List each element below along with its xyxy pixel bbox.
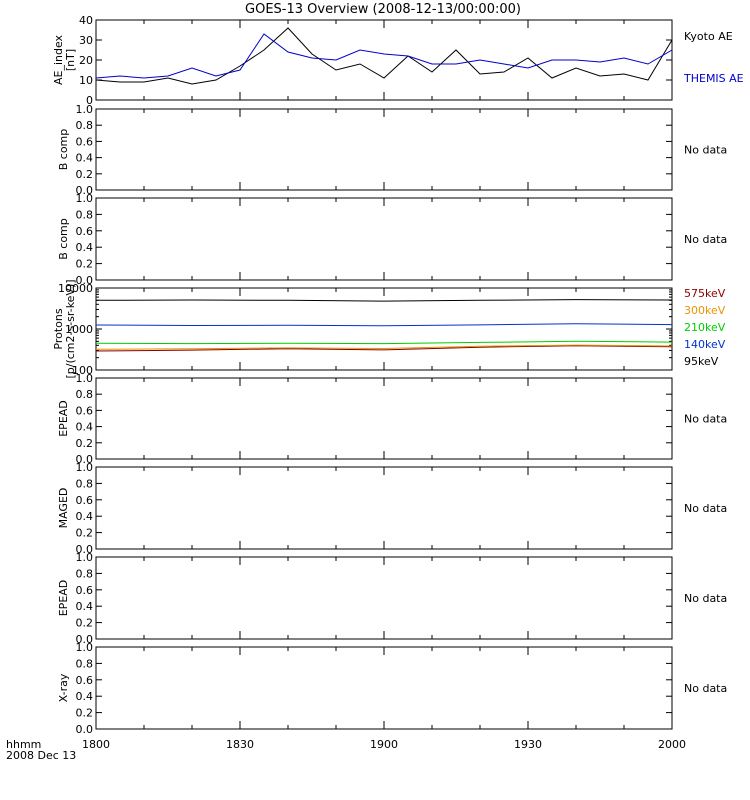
- epead-2-ytick-label: 0.0: [76, 633, 94, 646]
- epead-2-frame: [95, 556, 673, 640]
- legend-575kev: 575keV: [684, 287, 726, 300]
- b-comp-1-ytick-label: 0.6: [76, 135, 94, 148]
- x-ray-ytick-label: 0.6: [76, 674, 94, 687]
- time-label-format: hhmm: [6, 738, 41, 751]
- maged-ytick-label: 1.0: [76, 461, 94, 474]
- epead-2-ytick-label: 0.2: [76, 617, 94, 630]
- protons-ytick-label: 10000: [58, 282, 93, 295]
- ae-ytick-label: 40: [79, 14, 93, 27]
- b-comp-1-ytick-label: 1.0: [76, 103, 94, 116]
- epead-2-ytick-label: 1.0: [76, 551, 94, 564]
- epead-1-ytick-label: 0.8: [76, 388, 94, 401]
- b-comp-2-ytick-label: 0.4: [76, 241, 94, 254]
- xtick-label-1830: 1830: [226, 738, 254, 751]
- ae-series-themis-ae: [95, 33, 673, 79]
- legend-kyoto-ae: Kyoto AE: [684, 30, 733, 43]
- xtick-label-1900: 1900: [370, 738, 398, 751]
- protons-ylabel: Protons: [52, 308, 65, 349]
- epead-2-ytick-label: 0.4: [76, 600, 94, 613]
- legend-140kev: 140keV: [684, 338, 726, 351]
- ae-ytick-label: 0: [86, 94, 93, 107]
- b-comp-2-ylabel: B comp: [57, 218, 70, 260]
- b-comp-2-ytick-label: 0.0: [76, 274, 94, 287]
- legend-300kev: 300keV: [684, 304, 726, 317]
- xtick-label-1800: 1800: [82, 738, 110, 751]
- maged-frame: [95, 466, 673, 550]
- b-comp-1-ytick-label: 0.8: [76, 119, 94, 132]
- maged-ylabel: MAGED: [57, 488, 70, 529]
- protons-series-575kev: [95, 345, 673, 352]
- epead-1-ytick-label: 0.2: [76, 437, 94, 450]
- protons-series-95kev: [95, 299, 673, 302]
- protons-series-140kev: [95, 323, 673, 327]
- epead-2-ytick-label: 0.6: [76, 584, 94, 597]
- epead-2-ytick-label: 0.8: [76, 567, 94, 580]
- maged-ytick-label: 0.0: [76, 543, 94, 556]
- epead-2-no-data: No data: [684, 592, 727, 605]
- legend-themis-ae: THEMIS AE: [683, 72, 744, 85]
- epead-1-ytick-label: 1.0: [76, 372, 94, 385]
- legend-210kev: 210keV: [684, 321, 726, 334]
- x-ray-ytick-label: 0.2: [76, 707, 94, 720]
- epead-1-frame: [95, 377, 673, 460]
- x-ray-ylabel: X-ray: [57, 673, 70, 702]
- x-ray-frame: [95, 646, 673, 730]
- x-ray-ytick-label: 1.0: [76, 641, 94, 654]
- epead-1-no-data: No data: [684, 413, 727, 426]
- x-ray-ytick-label: 0.0: [76, 723, 94, 736]
- b-comp-2-ytick-label: 0.2: [76, 258, 94, 271]
- epead-2-ylabel: EPEAD: [57, 580, 70, 617]
- ae-frame: [95, 19, 673, 101]
- ae-ytick-label: 30: [79, 34, 93, 47]
- x-ray-ytick-label: 0.4: [76, 690, 94, 703]
- xtick-label-2000: 2000: [658, 738, 686, 751]
- maged-ytick-label: 0.6: [76, 494, 94, 507]
- x-ray-ytick-label: 0.8: [76, 657, 94, 670]
- figure-title: GOES-13 Overview (2008-12-13/00:00:00): [245, 2, 521, 17]
- b-comp-2-frame: [95, 197, 673, 281]
- b-comp-2-ytick-label: 1.0: [76, 192, 94, 205]
- time-label-date: 2008 Dec 13: [6, 749, 76, 762]
- ae-ytick-label: 20: [79, 54, 93, 67]
- b-comp-2-ytick-label: 0.8: [76, 208, 94, 221]
- protons-series-210kev: [95, 340, 673, 345]
- ae-series-kyoto-ae: [95, 27, 673, 85]
- protons-ytick-label: 100: [72, 364, 93, 377]
- ae-ylabel: AE_index: [52, 34, 65, 85]
- legend-95kev: 95keV: [684, 355, 719, 368]
- ae-ytick-label: 10: [79, 74, 93, 87]
- b-comp-1-ylabel: B comp: [57, 129, 70, 171]
- protons-ylabel-units: [p/(cm2-s-sr-keV)]: [64, 279, 77, 378]
- protons-ytick-label: 1000: [65, 323, 93, 336]
- maged-ytick-label: 0.8: [76, 477, 94, 490]
- epead-1-ytick-label: 0.4: [76, 421, 94, 434]
- b-comp-1-ytick-label: 0.4: [76, 152, 94, 165]
- maged-ytick-label: 0.2: [76, 527, 94, 540]
- epead-1-ylabel: EPEAD: [57, 400, 70, 437]
- b-comp-2-no-data: No data: [684, 233, 727, 246]
- epead-1-ytick-label: 0.0: [76, 453, 94, 466]
- xtick-label-1930: 1930: [514, 738, 542, 751]
- maged-no-data: No data: [684, 502, 727, 515]
- maged-ytick-label: 0.4: [76, 510, 94, 523]
- protons-series-300kev: [95, 344, 673, 350]
- ae-ylabel-units: [nT]: [64, 49, 77, 71]
- b-comp-1-no-data: No data: [684, 144, 727, 157]
- epead-1-ytick-label: 0.6: [76, 404, 94, 417]
- x-ray-no-data: No data: [684, 682, 727, 695]
- b-comp-2-ytick-label: 0.6: [76, 225, 94, 238]
- b-comp-1-frame: [95, 108, 673, 191]
- b-comp-1-ytick-label: 0.0: [76, 184, 94, 197]
- b-comp-1-ytick-label: 0.2: [76, 168, 94, 181]
